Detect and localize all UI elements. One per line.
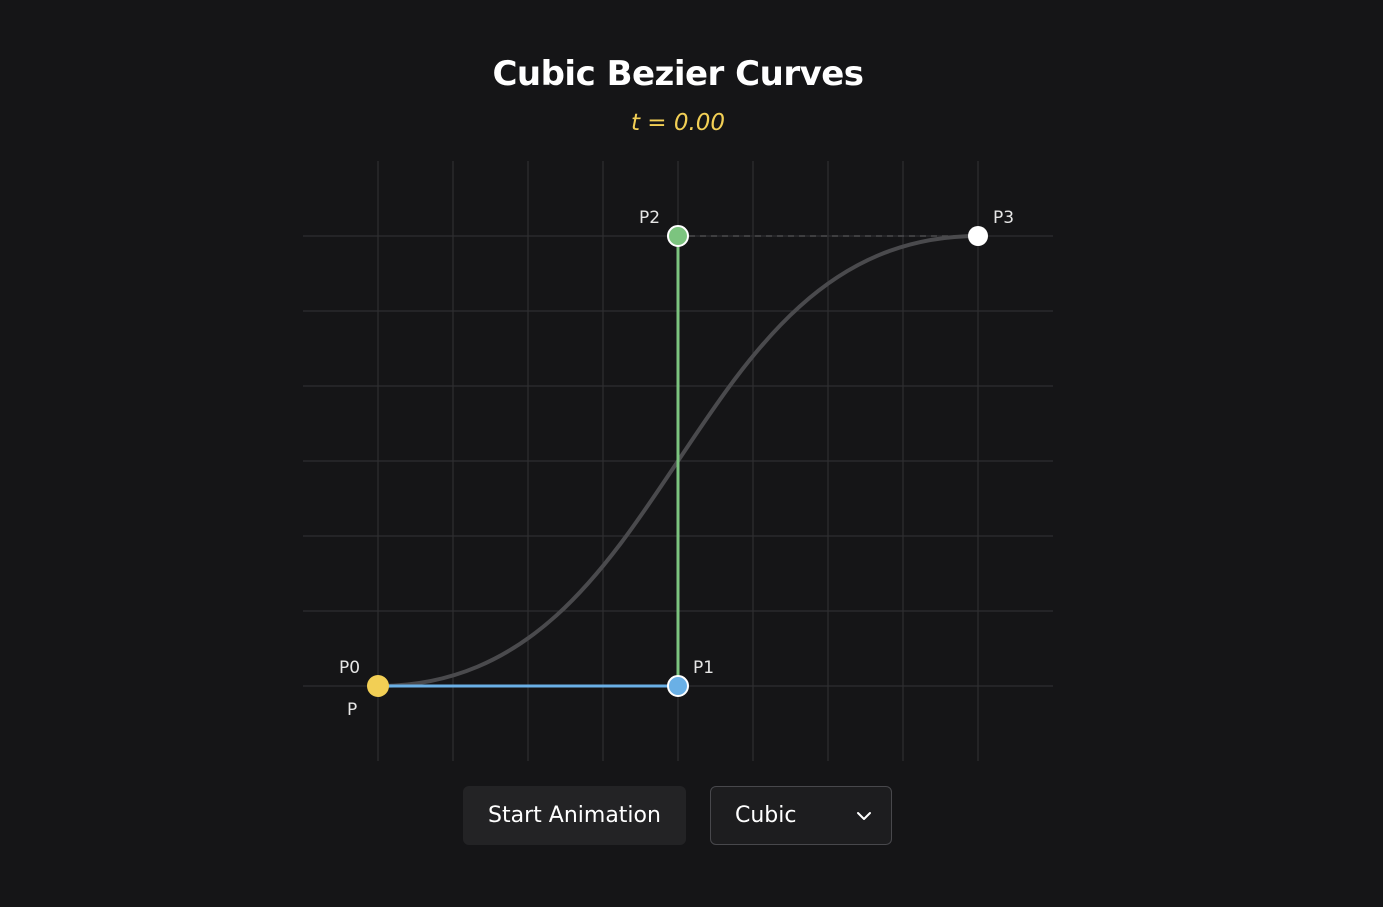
label-p3: P3 [993, 208, 1014, 228]
control-point-p3[interactable] [968, 226, 988, 246]
chevron-down-icon [855, 807, 873, 825]
start-animation-label: Start Animation [488, 803, 661, 828]
t-value-readout: t = 0.00 [630, 110, 726, 136]
label-p0: P0 [339, 658, 360, 678]
start-animation-button[interactable]: Start Animation [463, 786, 686, 845]
control-point-p2[interactable] [667, 225, 689, 247]
curve-type-select[interactable]: Cubic [710, 786, 892, 845]
page-title: Cubic Bezier Curves [492, 54, 864, 94]
label-p1: P1 [693, 658, 714, 678]
control-point-p1[interactable] [667, 675, 689, 697]
label-p2: P2 [639, 208, 660, 228]
curve-type-value: Cubic [735, 803, 797, 828]
label-moving-point: P [347, 700, 357, 720]
control-point-p0[interactable] [367, 675, 389, 697]
